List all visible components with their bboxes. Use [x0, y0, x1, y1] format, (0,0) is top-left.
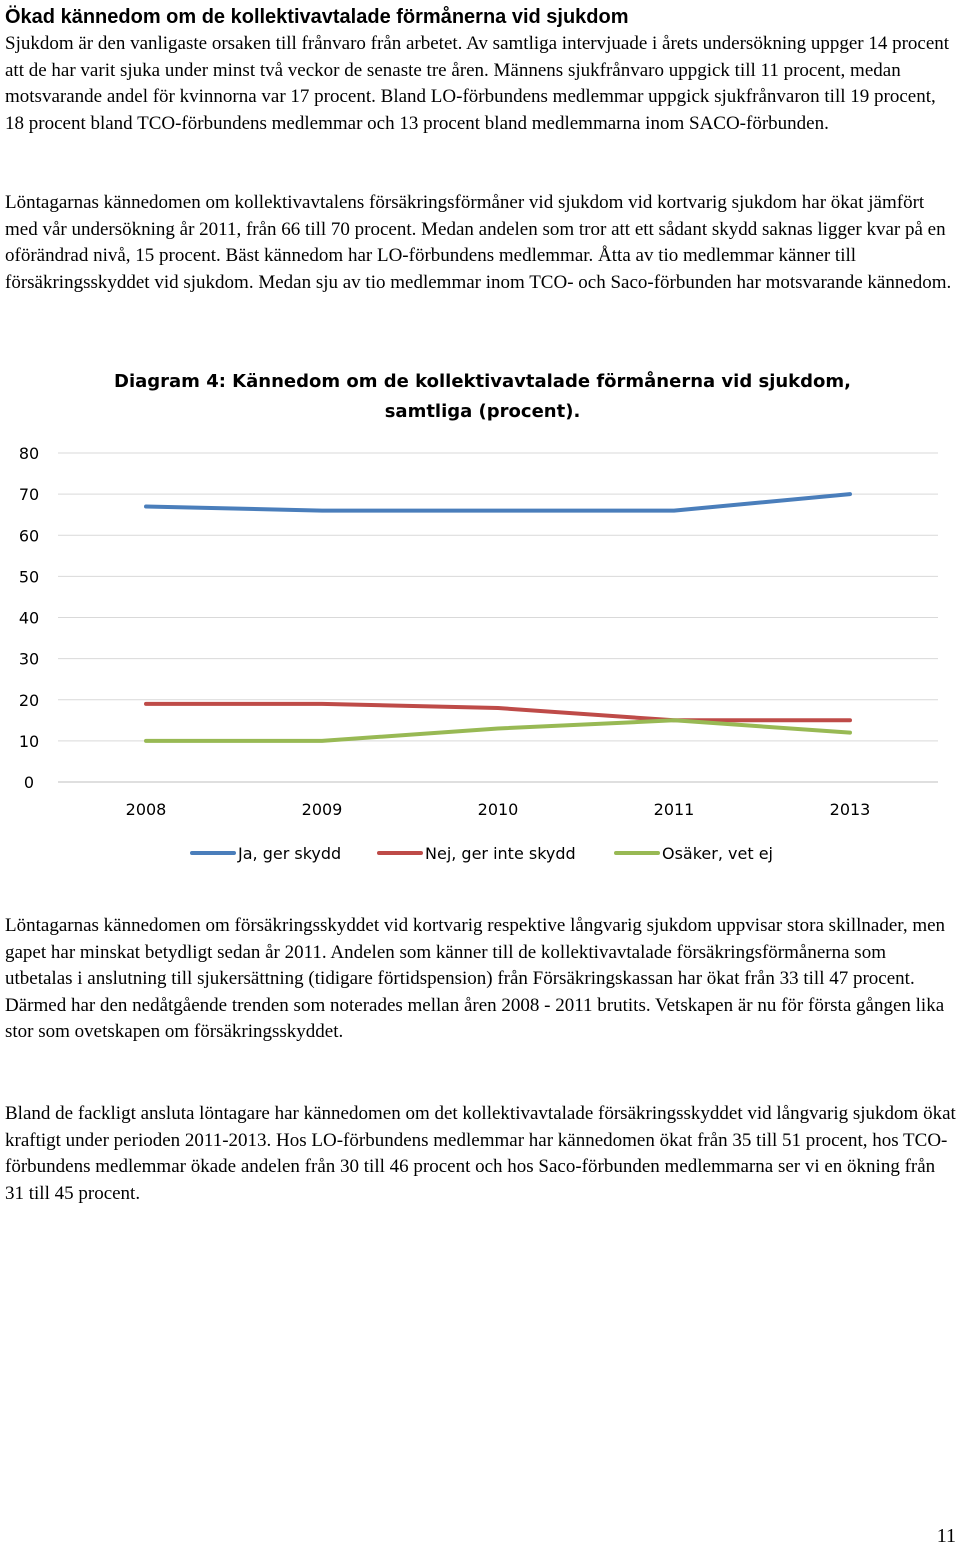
paragraph-sick-leave: Sjukdom är den vanligaste orsaken till f… — [5, 33, 950, 134]
x-tick-label-2008: 2008 — [126, 800, 167, 819]
legend-label-3: Osäker, vet ej — [662, 844, 773, 863]
legend-label-2: Nej, ger inte skydd — [425, 844, 576, 863]
chart-container: 0 10 20 30 40 50 60 70 80 2008 2009 2010 2011 2013 Ja,… — [0, 355, 960, 885]
x-tick-label-2009: 2009 — [302, 800, 343, 819]
y-tick-label-80: 80 — [19, 444, 39, 463]
x-tick-label-2011: 2011 — [654, 800, 695, 819]
section-heading: Ökad kännedom om de kollektivavtalade fö… — [5, 6, 629, 28]
paragraph-long-term-knowledge: Löntagarnas kännedomen om försäkringssky… — [5, 915, 946, 1042]
y-tick-label-70: 70 — [19, 485, 39, 504]
x-tick-label-2013: 2013 — [830, 800, 871, 819]
y-tick-label-0: 0 — [24, 773, 34, 792]
chart-title: Diagram 4: Kännedom om de kollektivavtal… — [114, 371, 851, 422]
y-tick-label-50: 50 — [19, 567, 39, 586]
paragraph-union-members: Bland de fackligt ansluta löntagare har … — [5, 1103, 956, 1204]
line-chart: 0 10 20 30 40 50 60 70 80 2008 2009 2010 2011 2013 Ja,… — [19, 444, 938, 863]
page-number: 11 — [936, 1525, 956, 1547]
y-tick-label-20: 20 — [19, 691, 39, 710]
paragraph-short-term-knowledge: Löntagarnas kännedomen om kollektivavtal… — [5, 192, 952, 293]
series-line-2 — [144, 701, 852, 723]
y-tick-label-60: 60 — [19, 526, 39, 545]
y-tick-label-40: 40 — [19, 609, 39, 628]
legend-label-1: Ja, ger skydd — [237, 844, 341, 863]
series-line-1 — [144, 492, 852, 513]
y-tick-label-10: 10 — [19, 732, 39, 751]
y-tick-label-30: 30 — [19, 650, 39, 669]
x-tick-label-2010: 2010 — [478, 800, 519, 819]
series-line-3 — [144, 718, 852, 743]
